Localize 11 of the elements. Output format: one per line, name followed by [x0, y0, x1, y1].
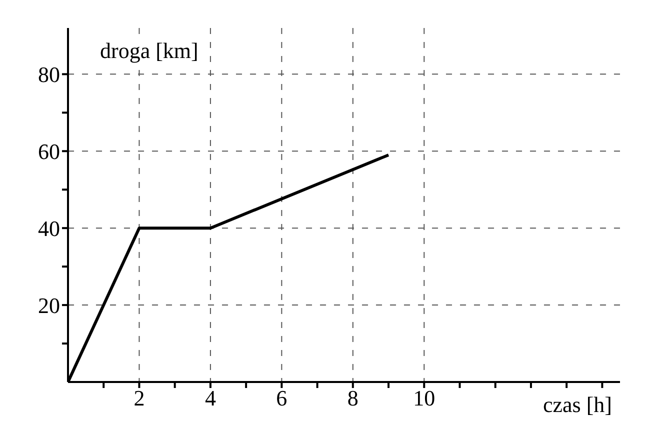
y-tick-label: 20 — [38, 292, 60, 318]
x-tick-label: 10 — [413, 386, 436, 411]
x-tick-label: 4 — [204, 386, 216, 411]
x-tick-label: 6 — [276, 386, 288, 411]
y-axis-title: droga [km] — [100, 38, 198, 64]
y-tick-label: 60 — [38, 138, 60, 164]
y-tick-label: 40 — [38, 216, 60, 241]
x-tick-label: 2 — [134, 386, 145, 411]
x-tick-label: 8 — [347, 386, 358, 411]
x-axis-title: czas [h] — [542, 392, 612, 418]
y-tick-label: 80 — [38, 62, 60, 87]
